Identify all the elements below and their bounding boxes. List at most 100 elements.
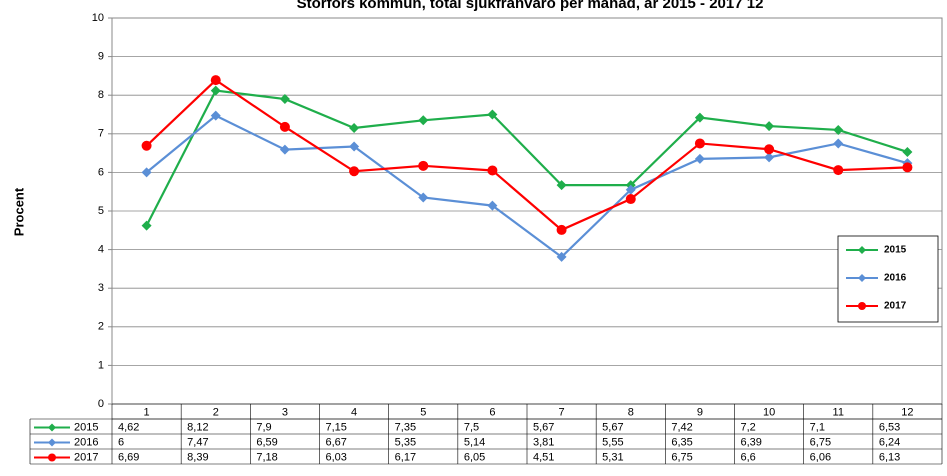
table-cell: 7,35 bbox=[395, 421, 416, 433]
point bbox=[556, 251, 567, 262]
point bbox=[279, 144, 290, 155]
table-cell: 6,69 bbox=[118, 451, 139, 463]
table-cell: 8,12 bbox=[187, 421, 208, 433]
point bbox=[487, 165, 498, 176]
table-cell: 6,06 bbox=[810, 451, 831, 463]
point bbox=[694, 153, 705, 164]
x-tick-label: 9 bbox=[697, 406, 703, 418]
table-cell: 5,67 bbox=[602, 421, 623, 433]
point bbox=[349, 123, 360, 134]
point bbox=[764, 144, 775, 155]
point bbox=[279, 121, 290, 132]
point bbox=[625, 194, 636, 205]
x-tick-label: 4 bbox=[351, 406, 357, 418]
table-cell: 6,6 bbox=[741, 451, 756, 463]
table-cell: 6,24 bbox=[879, 436, 900, 448]
table-cell: 6,03 bbox=[326, 451, 347, 463]
point bbox=[833, 165, 844, 176]
table-cell: 7,2 bbox=[741, 421, 756, 433]
y-tick-label: 3 bbox=[98, 282, 104, 294]
x-tick-label: 10 bbox=[763, 406, 775, 418]
table-cell: 4,51 bbox=[533, 451, 554, 463]
legend-label: 2016 bbox=[884, 273, 907, 284]
table-cell: 5,55 bbox=[602, 436, 623, 448]
table-swatch-marker bbox=[48, 423, 56, 432]
point bbox=[833, 124, 844, 135]
point bbox=[625, 184, 636, 195]
legend-marker bbox=[858, 246, 866, 254]
point bbox=[141, 140, 152, 151]
x-tick-label: 6 bbox=[489, 406, 495, 418]
point bbox=[487, 109, 498, 120]
point bbox=[418, 115, 429, 126]
table-cell: 7,47 bbox=[187, 436, 208, 448]
table-cell: 7,9 bbox=[256, 421, 271, 433]
table-cell: 6,75 bbox=[810, 436, 831, 448]
point bbox=[418, 160, 429, 171]
y-tick-label: 0 bbox=[98, 398, 104, 410]
y-tick-label: 4 bbox=[98, 244, 104, 256]
table-cell: 6,75 bbox=[671, 451, 692, 463]
point bbox=[487, 200, 498, 211]
table-cell: 6,35 bbox=[671, 436, 692, 448]
point bbox=[556, 180, 567, 191]
point bbox=[694, 112, 705, 123]
table-cell: 7,18 bbox=[256, 451, 277, 463]
table-series-name: 2016 bbox=[74, 436, 98, 448]
table-cell: 6,67 bbox=[326, 436, 347, 448]
y-tick-label: 2 bbox=[98, 321, 104, 333]
x-tick-label: 11 bbox=[833, 406, 844, 418]
legend-label: 2017 bbox=[884, 301, 907, 312]
point bbox=[210, 85, 221, 96]
x-tick-label: 7 bbox=[559, 406, 565, 418]
table-series-name: 2015 bbox=[74, 421, 98, 433]
point bbox=[764, 121, 775, 132]
series-line bbox=[145, 78, 908, 232]
y-axis-label: Procent bbox=[11, 187, 26, 236]
y-tick-label: 6 bbox=[98, 166, 104, 178]
table-cell: 6,53 bbox=[879, 421, 900, 433]
chart-title: Storfors kommun, total sjukfrånvaro per … bbox=[297, 0, 764, 12]
legend-marker bbox=[858, 274, 866, 282]
series-line bbox=[145, 114, 908, 259]
series-line bbox=[145, 89, 908, 227]
point bbox=[141, 220, 152, 231]
point bbox=[902, 162, 913, 173]
point bbox=[902, 146, 913, 157]
point bbox=[694, 138, 705, 149]
x-tick-label: 3 bbox=[282, 406, 288, 418]
y-tick-label: 1 bbox=[98, 359, 104, 371]
table-cell: 3,81 bbox=[533, 436, 554, 448]
x-tick-label: 1 bbox=[144, 406, 150, 418]
table-cell: 8,39 bbox=[187, 451, 208, 463]
point bbox=[556, 224, 567, 235]
table-cell: 7,15 bbox=[326, 421, 347, 433]
point bbox=[141, 167, 152, 178]
table-series-name: 2017 bbox=[74, 451, 98, 463]
table-cell: 7,42 bbox=[671, 421, 692, 433]
x-tick-label: 8 bbox=[628, 406, 634, 418]
point bbox=[764, 152, 775, 163]
legend-marker bbox=[858, 302, 866, 310]
table-cell: 5,31 bbox=[602, 451, 623, 463]
legend-label: 2015 bbox=[884, 245, 907, 256]
table-cell: 6,39 bbox=[741, 436, 762, 448]
table-cell: 6,17 bbox=[395, 451, 416, 463]
point bbox=[279, 94, 290, 105]
table-cell: 6,59 bbox=[256, 436, 277, 448]
y-tick-label: 8 bbox=[98, 89, 104, 101]
table-cell: 5,35 bbox=[395, 436, 416, 448]
y-tick-label: 9 bbox=[98, 51, 104, 63]
x-tick-label: 5 bbox=[420, 406, 426, 418]
point bbox=[210, 110, 221, 121]
table-cell: 6,05 bbox=[464, 451, 485, 463]
table-cell: 6,13 bbox=[879, 451, 900, 463]
y-tick-label: 7 bbox=[98, 128, 104, 140]
point bbox=[349, 166, 360, 177]
table-swatch-marker bbox=[48, 453, 56, 462]
point bbox=[418, 192, 429, 203]
y-tick-label: 5 bbox=[98, 205, 104, 217]
table-swatch-marker bbox=[48, 438, 56, 447]
point bbox=[349, 141, 360, 152]
